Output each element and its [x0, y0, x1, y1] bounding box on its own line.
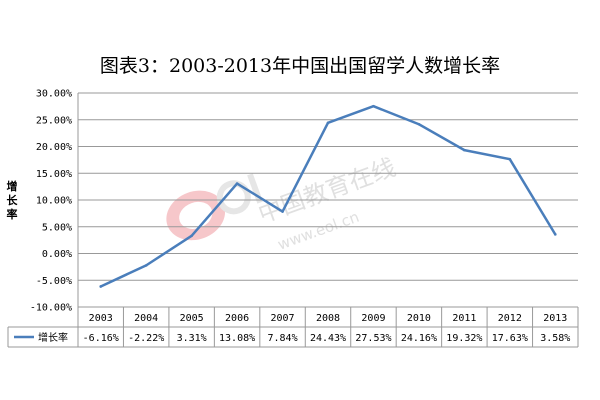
x-tick-label: 2007 [270, 313, 294, 324]
data-point [508, 157, 512, 161]
x-tick-label: 2005 [180, 313, 204, 324]
data-label: 3.31% [177, 333, 207, 344]
data-label: 13.08% [219, 333, 255, 344]
y-tick-label: 15.00% [36, 169, 72, 180]
data-label: 27.53% [355, 333, 391, 344]
data-label: -2.22% [128, 333, 164, 344]
legend-entry: 增长率 [38, 331, 68, 344]
x-tick-label: 2009 [361, 313, 385, 324]
data-point [372, 104, 375, 108]
data-point [463, 148, 466, 152]
y-axis-ticks: 30.00% 25.00% 20.00% 15.00% 10.00% 5.00% 0.00%… [30, 89, 72, 314]
watermark: 中国教育在线 www.eol.cn [166, 153, 399, 254]
data-point [553, 233, 557, 236]
series-line-layer [99, 104, 557, 288]
data-point [417, 122, 421, 126]
data-label: -6.16% [83, 333, 119, 344]
x-tick-label: 2006 [225, 313, 249, 324]
x-tick-label: 2003 [89, 313, 113, 324]
data-point [190, 234, 193, 238]
x-tick-label: 2004 [134, 313, 158, 324]
y-tick-label: 30.00% [36, 89, 72, 100]
data-label: 24.43% [310, 333, 346, 344]
data-label: 19.32% [446, 333, 482, 344]
x-tick-label: 2011 [452, 313, 476, 324]
data-table: 2003 -6.16% 2004 -2.22% 2005 3.31% 2006 13.08% 2… [7, 306, 579, 348]
y-tick-label: 5.00% [42, 222, 72, 233]
chart-title: 图表3：2003-2013年中国出国留学人数增长率 [100, 55, 500, 77]
data-label: 3.58% [540, 333, 570, 344]
data-point [326, 121, 330, 125]
data-label: 17.63% [492, 333, 528, 344]
y-tick-label: -10.00% [30, 303, 72, 314]
y-axis-label: 增长率 [7, 179, 19, 221]
y-axis-title: 增长率 [7, 179, 19, 221]
x-tick-label: 2012 [498, 313, 522, 324]
y-tick-label: 0.00% [42, 249, 72, 260]
data-label: 24.16% [401, 333, 437, 344]
data-point [235, 182, 239, 185]
data-point [281, 210, 284, 213]
data-point [99, 285, 103, 288]
y-tick-label: 20.00% [36, 142, 72, 153]
data-label: 7.84% [267, 333, 297, 344]
y-tick-label: -5.00% [36, 276, 72, 287]
x-tick-label: 2013 [543, 313, 567, 324]
x-tick-label: 2008 [316, 313, 340, 324]
data-point [144, 264, 148, 267]
y-tick-label: 25.00% [36, 115, 72, 126]
x-tick-label: 2010 [407, 313, 431, 324]
y-tick-label: 10.00% [36, 196, 72, 207]
